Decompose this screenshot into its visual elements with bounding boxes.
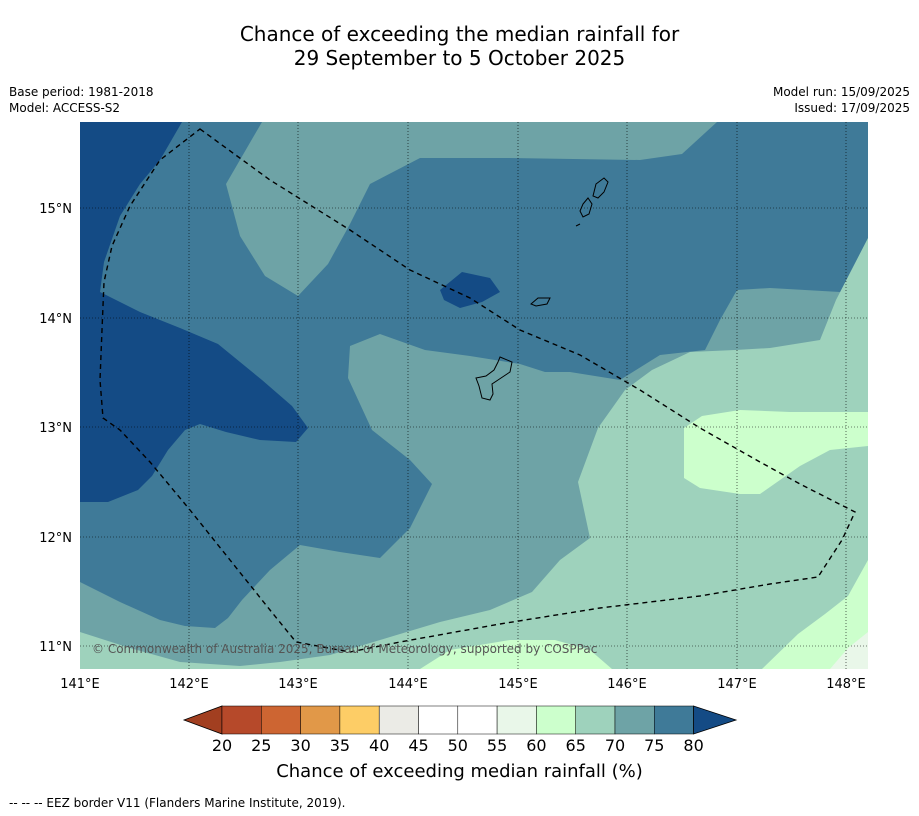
colorbar-segment — [496, 705, 537, 735]
region-75-80 — [80, 122, 868, 628]
colorbar-segment — [300, 705, 341, 735]
colorbar-tick-label: 75 — [644, 736, 664, 755]
colorbar-segment — [418, 705, 459, 735]
lon-label-142e: 142°E — [169, 677, 209, 692]
rota-island — [530, 297, 551, 307]
aguijan-island — [575, 223, 581, 227]
colorbar-segment — [457, 705, 498, 735]
colorbar-tick-label: 70 — [605, 736, 625, 755]
colorbar-tick-label: 80 — [683, 736, 703, 755]
lon-label-143e: 143°E — [278, 677, 318, 692]
colorbar-segment — [536, 705, 576, 735]
colorbar-tick-label: 35 — [330, 736, 350, 755]
eez-legend-note: -- -- -- EEZ border V11 (Flanders Marine… — [9, 796, 346, 810]
region-over-80-west — [80, 122, 308, 502]
colorbar-title: Chance of exceeding median rainfall (%) — [276, 761, 643, 782]
colorbar-tick-label: 20 — [212, 736, 232, 755]
model-run: Model run: 15/09/2025 — [772, 85, 910, 99]
lon-label-146e: 146°E — [607, 677, 647, 692]
map-area: © Commonwealth of Australia 2025, Bureau… — [80, 122, 868, 669]
map-title: Chance of exceeding the median rainfall … — [0, 22, 919, 70]
gridlines — [80, 122, 868, 669]
colorbar-segment — [378, 705, 419, 735]
colorbar-tick-label: 25 — [251, 736, 271, 755]
lat-label-11n: 11°N — [39, 640, 72, 655]
tinian-island — [579, 197, 593, 218]
colorbar-tick-label: 45 — [408, 736, 428, 755]
base-period: Base period: 1981-2018 — [9, 85, 154, 99]
lon-label-141e: 141°E — [60, 677, 100, 692]
region-55-60 — [830, 632, 868, 669]
colorbar-segment — [614, 705, 655, 735]
colorbar-tick-label: 50 — [448, 736, 468, 755]
colorbar-segment — [654, 705, 694, 735]
lat-label-13n: 13°N — [39, 421, 72, 436]
meta-left: Base period: 1981-2018 Model: ACCESS-S2 — [9, 84, 154, 116]
colorbar-tick-label: 40 — [369, 736, 389, 755]
meta-right: Model run: 15/09/2025 Issued: 17/09/2025 — [773, 84, 910, 116]
lat-label-12n: 12°N — [39, 531, 72, 546]
colorbar: 20 25 30 35 40 45 50 55 60 65 70 75 80 — [182, 705, 738, 755]
colorbar-segment — [339, 705, 380, 735]
issued-date: Issued: 17/09/2025 — [794, 101, 910, 115]
colorbar-tick-label: 65 — [566, 736, 586, 755]
model-name: Model: ACCESS-S2 — [9, 101, 121, 115]
region-60-65-south — [420, 640, 612, 669]
lat-label-14n: 14°N — [39, 312, 72, 327]
guam-island — [475, 356, 513, 401]
colorbar-tick-label: 55 — [487, 736, 507, 755]
colorbar-extend-high — [693, 705, 738, 735]
colorbar-segment — [261, 705, 301, 735]
region-over-80-north — [440, 272, 500, 308]
lon-label-145e: 145°E — [498, 677, 538, 692]
saipan-island — [592, 177, 609, 199]
lon-label-144e: 144°E — [388, 677, 428, 692]
colorbar-segment — [221, 705, 262, 735]
colorbar-tick-label: 30 — [290, 736, 310, 755]
region-60-65-southeast — [762, 560, 868, 669]
region-60-65 — [684, 410, 868, 494]
lat-label-15n: 15°N — [39, 202, 72, 217]
lon-label-147e: 147°E — [717, 677, 757, 692]
copyright-text: © Commonwealth of Australia 2025, Bureau… — [92, 642, 597, 656]
colorbar-extend-low — [182, 705, 223, 735]
region-65-70 — [80, 238, 868, 669]
lon-label-148e: 148°E — [826, 677, 866, 692]
colorbar-tick-label: 60 — [526, 736, 546, 755]
colorbar-segment — [575, 705, 616, 735]
title-line-1: Chance of exceeding the median rainfall … — [239, 22, 680, 46]
title-line-2: 29 September to 5 October 2025 — [293, 46, 626, 70]
